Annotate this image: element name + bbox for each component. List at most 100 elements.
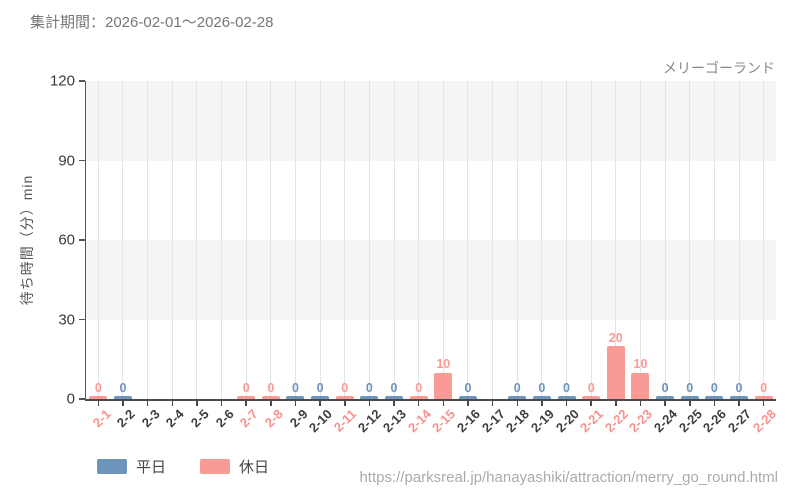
x-tick-label: 2-15 <box>429 406 459 436</box>
x-tick-label: 2-8 <box>261 406 286 431</box>
bar-value-label: 0 <box>760 380 768 395</box>
holiday-bar <box>409 396 428 399</box>
x-axis-tick <box>270 401 272 406</box>
vertical-gridline <box>639 81 641 399</box>
vertical-gridline <box>294 81 296 399</box>
x-tick-label: 2-16 <box>453 406 483 436</box>
x-tick-label: 2-23 <box>626 406 656 436</box>
vertical-gridline <box>122 81 124 399</box>
weekday-bar <box>557 396 576 399</box>
y-axis-tick <box>78 80 85 82</box>
bar-value-label: 0 <box>686 380 694 395</box>
x-axis-tick <box>615 401 617 406</box>
vertical-gridline <box>442 81 444 399</box>
vertical-gridline <box>270 81 272 399</box>
legend: 平日 休日 <box>97 456 269 477</box>
x-axis-tick <box>122 401 124 406</box>
y-axis-tick <box>78 318 85 321</box>
weekday-legend-swatch <box>97 459 127 474</box>
legend-item-weekday: 平日 <box>97 456 166 477</box>
weekday-bar <box>311 396 330 399</box>
bar-value-label: 0 <box>538 380 546 395</box>
x-tick-label: 2-17 <box>478 406 508 436</box>
weekday-bar <box>680 396 699 399</box>
y-tick-label: 60 <box>58 231 75 249</box>
bar-value-label: 20 <box>608 330 623 345</box>
x-axis-tick <box>762 401 765 406</box>
x-tick-label: 2-9 <box>286 406 311 431</box>
x-axis-tick <box>245 401 247 406</box>
vertical-gridline <box>196 81 198 399</box>
bar-value-label: 0 <box>365 380 373 395</box>
vertical-gridline <box>541 81 543 399</box>
x-axis-tick <box>97 401 100 406</box>
x-tick-label: 2-3 <box>138 406 163 431</box>
x-axis-tick <box>171 401 173 406</box>
x-axis-tick <box>541 401 543 406</box>
vertical-gridline <box>689 81 691 399</box>
x-tick-label: 2-7 <box>237 406 262 431</box>
x-axis-tick <box>196 401 198 406</box>
y-tick-label: 90 <box>58 152 75 169</box>
x-tick-label: 2-28 <box>749 406 779 436</box>
weekday-bar <box>360 396 379 399</box>
vertical-gridline <box>713 81 715 399</box>
weekday-bar <box>730 396 749 399</box>
vertical-gridline <box>97 81 99 399</box>
bar-value-label: 0 <box>415 380 423 395</box>
x-tick-label: 2-13 <box>379 406 409 436</box>
x-axis-tick <box>417 401 420 406</box>
x-tick-label: 2-10 <box>305 406 336 436</box>
bar-value-label: 0 <box>513 380 521 395</box>
bar-value-label: 0 <box>563 380 570 395</box>
x-tick-label: 2-1 <box>89 406 114 431</box>
y-tick-label: 30 <box>58 311 75 328</box>
weekday-bar <box>705 396 724 399</box>
holiday-bar <box>335 396 354 399</box>
x-axis-tick <box>344 401 346 406</box>
vertical-gridline <box>492 81 494 399</box>
weekday-bar <box>532 396 551 399</box>
bar-value-label: 0 <box>242 380 250 395</box>
y-axis-label: 待ち時間（分）min <box>19 174 35 306</box>
x-tick-label: 2-20 <box>552 406 582 436</box>
plot-band <box>86 240 776 320</box>
vertical-gridline <box>221 81 223 399</box>
x-tick-label: 2-27 <box>724 406 754 436</box>
bar-value-label: 0 <box>94 380 102 395</box>
bar-value-label: 0 <box>341 380 349 395</box>
vertical-gridline <box>664 81 666 399</box>
source-url: https://parksreal.jp/hanayashiki/attract… <box>359 469 778 486</box>
x-tick-label: 2-14 <box>404 406 434 436</box>
x-tick-label: 2-24 <box>650 406 681 436</box>
vertical-gridline <box>319 81 321 399</box>
weekday-bar <box>286 396 305 399</box>
x-tick-label: 2-22 <box>601 406 631 436</box>
aggregation-period-title: 集計期間：2026-02-01～2026-02-28 <box>30 14 274 31</box>
plot-band <box>86 319 776 399</box>
vertical-gridline <box>171 81 173 399</box>
x-tick-label: 2-19 <box>527 406 557 436</box>
weekday-bar <box>385 396 404 399</box>
x-tick-label: 2-25 <box>675 406 705 436</box>
vertical-gridline <box>566 81 568 399</box>
bar-value-label: 0 <box>464 380 472 395</box>
bar-value-label: 0 <box>316 380 324 395</box>
x-axis-tick <box>319 401 321 406</box>
vertical-gridline <box>467 81 469 399</box>
x-axis-tick <box>664 401 666 406</box>
holiday-bar <box>582 396 601 399</box>
x-axis-tick <box>294 401 297 406</box>
x-axis-tick <box>393 401 395 406</box>
vertical-gridline <box>245 81 247 399</box>
x-tick-label: 2-4 <box>163 406 188 431</box>
weekday-bar <box>656 396 675 399</box>
weekday-legend-label: 平日 <box>136 459 167 476</box>
x-tick-label: 2-5 <box>187 406 212 431</box>
x-tick-label: 2-12 <box>355 406 385 436</box>
holiday-bar <box>89 396 108 399</box>
x-axis-tick <box>590 401 592 406</box>
bar-value-label: 0 <box>587 380 595 395</box>
vertical-gridline <box>738 81 740 399</box>
x-axis-tick <box>738 401 740 406</box>
